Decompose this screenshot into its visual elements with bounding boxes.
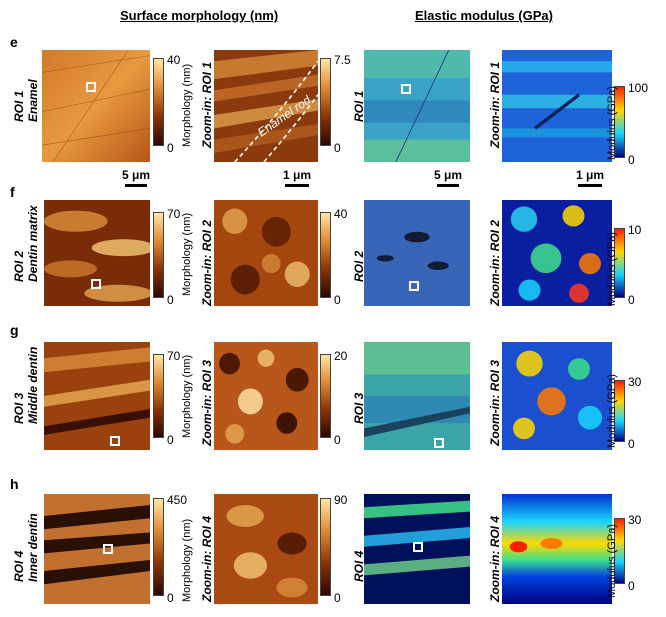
roi-label-row4: ROI 4 Inner dentin (12, 513, 40, 582)
panel-label-e: e (10, 34, 18, 50)
colorbar-title: Modulus (GPa) (606, 86, 618, 160)
tissue-name: Inner dentin (26, 513, 40, 582)
zoom-mod-label-row2: Zoom-in: ROI 2 (488, 220, 502, 306)
roi-name: ROI 3 (12, 392, 26, 424)
roi-label-row1: ROI 1 Enamel (12, 79, 40, 122)
panel-label-f: f (10, 184, 15, 200)
roi-box-4 (103, 544, 113, 554)
modulus-colorbar-4 (614, 518, 625, 584)
morphology-colorbar-1 (153, 58, 164, 146)
morphology-colorbar-2 (153, 212, 164, 298)
roi-box-mod-3 (434, 438, 444, 448)
enamel-zoom-morphology-image (214, 50, 318, 162)
roi-name: ROI 2 (12, 250, 26, 282)
roi-label-row2: ROI 2 Dentin matrix (12, 205, 40, 282)
roi-box-2 (91, 279, 101, 289)
header-elastic-modulus: Elastic modulus (GPa) (415, 8, 553, 23)
inner-dentin-zoom-modulus-image (502, 494, 612, 604)
middle-dentin-zoom-morphology-image (214, 342, 318, 450)
colorbar-min: 0 (167, 433, 174, 447)
dentin-zoom-modulus-image (502, 200, 612, 306)
colorbar-title: Morphology (nm) (181, 212, 193, 296)
colorbar-max: 100 (628, 81, 649, 95)
zoom-morphology-colorbar-1 (320, 58, 331, 146)
colorbar-max: 40 (167, 53, 181, 67)
roi-box-mod-1 (401, 84, 411, 94)
colorbar-max: 70 (167, 349, 181, 363)
zoom-label-row3: Zoom-in: ROI 3 (200, 360, 214, 446)
colorbar-title: Modulus (GPa) (606, 524, 618, 598)
tissue-name: Dentin matrix (26, 205, 40, 282)
enamel-morphology-image (42, 50, 150, 162)
colorbar-max: 70 (167, 207, 181, 221)
middle-dentin-morphology-image (44, 342, 150, 450)
colorbar-min: 0 (167, 141, 174, 155)
inner-dentin-morphology-image (44, 494, 150, 604)
scale-bar-1: 5 μm (116, 168, 156, 187)
middle-dentin-modulus-image (364, 342, 470, 450)
roi-box-mod-4 (413, 542, 423, 552)
colorbar-min: 0 (628, 153, 635, 167)
colorbar-min: 0 (334, 591, 341, 605)
roi-box-mod-2 (409, 281, 419, 291)
morphology-colorbar-3 (153, 354, 164, 438)
colorbar-max: 20 (334, 349, 348, 363)
roi-box-1 (86, 82, 96, 92)
zoom-morphology-colorbar-2 (320, 212, 331, 298)
scale-bar-4: 1 μm (570, 168, 610, 187)
roi-name: ROI 1 (12, 90, 26, 122)
dentin-zoom-morphology-image (214, 200, 318, 306)
panel-label-h: h (10, 476, 19, 492)
colorbar-min: 0 (167, 591, 174, 605)
enamel-modulus-image (364, 50, 470, 162)
panel-label-g: g (10, 322, 19, 338)
inner-dentin-modulus-image (364, 494, 470, 604)
colorbar-max: 7.5 (334, 53, 351, 67)
modulus-colorbar-1 (614, 86, 625, 158)
colorbar-title: Morphology (nm) (181, 63, 193, 147)
colorbar-max: 450 (167, 493, 188, 507)
colorbar-title: Morphology (nm) (181, 354, 193, 438)
scale-bar-2: 1 μm (277, 168, 317, 187)
zoom-label-row2: Zoom-in: ROI 2 (200, 220, 214, 306)
colorbar-max: 30 (628, 375, 642, 389)
colorbar-max: 40 (334, 207, 348, 221)
colorbar-title: Modulus (GPa) (606, 374, 618, 448)
colorbar-max: 10 (628, 223, 642, 237)
colorbar-max: 90 (334, 493, 348, 507)
colorbar-min: 0 (167, 293, 174, 307)
tissue-name: Enamel (26, 79, 40, 122)
zoom-label-row1: Zoom-in: ROI 1 (200, 62, 214, 148)
colorbar-min: 0 (628, 579, 635, 593)
colorbar-title: Modulus (GPa) (606, 232, 618, 306)
zoom-label-row4: Zoom-in: ROI 4 (200, 516, 214, 602)
dentin-matrix-morphology-image (44, 200, 150, 306)
header-surface-morphology: Surface morphology (nm) (120, 8, 279, 23)
zoom-mod-label-row3: Zoom-in: ROI 3 (488, 360, 502, 446)
morphology-colorbar-4 (153, 498, 164, 596)
colorbar-min: 0 (334, 141, 341, 155)
colorbar-min: 0 (334, 293, 341, 307)
roi-box-3 (110, 436, 120, 446)
colorbar-min: 0 (628, 293, 635, 307)
zoom-mod-label-row1: Zoom-in: ROI 1 (488, 62, 502, 148)
zoom-mod-label-row4: Zoom-in: ROI 4 (488, 516, 502, 602)
enamel-zoom-modulus-image (502, 50, 612, 162)
colorbar-min: 0 (334, 433, 341, 447)
roi-name: ROI 4 (12, 550, 26, 582)
middle-dentin-zoom-modulus-image (502, 342, 612, 450)
inner-dentin-zoom-morphology-image (214, 494, 318, 604)
modulus-colorbar-2 (614, 228, 625, 298)
zoom-morphology-colorbar-4 (320, 498, 331, 596)
colorbar-max: 30 (628, 513, 642, 527)
roi-label-row3: ROI 3 Middle dentin (12, 347, 40, 424)
scale-bar-3: 5 μm (428, 168, 468, 187)
zoom-morphology-colorbar-3 (320, 354, 331, 438)
modulus-colorbar-3 (614, 380, 625, 442)
tissue-name: Middle dentin (26, 346, 40, 424)
colorbar-title: Morphology (nm) (181, 518, 193, 602)
colorbar-min: 0 (628, 437, 635, 451)
